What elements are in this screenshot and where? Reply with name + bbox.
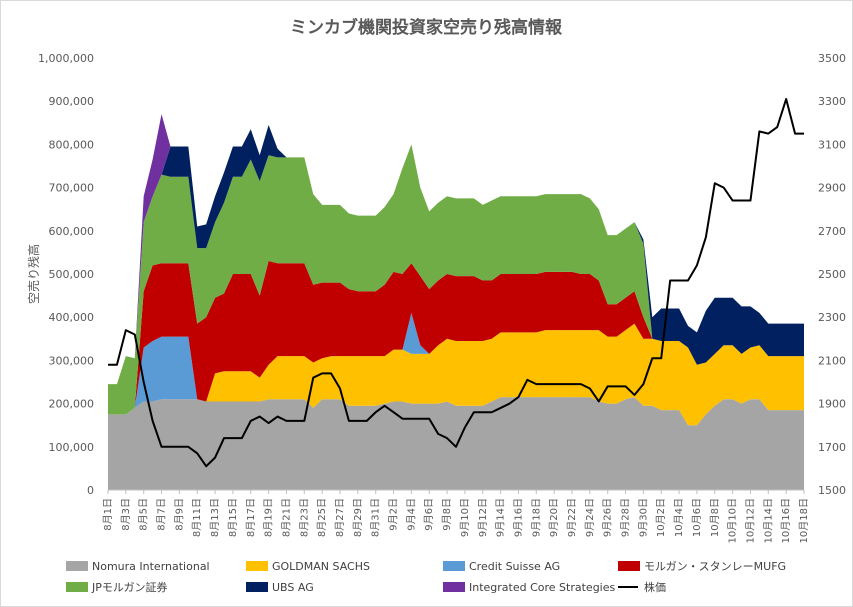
x-tick-label: 8月23日: [298, 498, 310, 537]
x-tick-label: 10月10日: [727, 498, 739, 543]
x-tick-label: 9月16日: [512, 498, 524, 537]
y2-tick-label: 1900: [818, 398, 846, 411]
y-axis-label: 空売り残高: [26, 244, 41, 304]
area-series-1: [108, 323, 804, 426]
legend-label: Nomura International: [92, 560, 210, 573]
legend-swatch: [66, 561, 88, 571]
legend-label: Integrated Core Strategies: [469, 581, 616, 594]
price-line: [108, 98, 804, 468]
x-tick-label: 10月12日: [744, 498, 756, 543]
area-series-group: [108, 114, 804, 490]
legend-label: 株価: [644, 580, 666, 594]
y-tick-label: 600,000: [49, 225, 95, 238]
legend-swatch: [246, 561, 268, 571]
y-tick-label: 700,000: [49, 182, 95, 195]
legend-swatch: [443, 561, 465, 571]
y2-tick-label: 3500: [818, 52, 846, 65]
x-tick-label: 8月31日: [370, 498, 382, 537]
legend-label: JPモルガン証券: [91, 580, 168, 594]
legend-label: Credit Suisse AG: [469, 560, 560, 573]
x-tick-label: 10月16日: [780, 498, 792, 543]
y-tick-label: 100,000: [49, 441, 95, 454]
x-tick-label: 8月7日: [156, 498, 168, 531]
y-tick-label: 200,000: [49, 398, 95, 411]
y2-tick-label: 1500: [818, 484, 846, 497]
x-tick-label: 8月17日: [245, 498, 257, 537]
x-tick-label: 8月15日: [227, 498, 239, 537]
x-tick-label: 9月24日: [584, 498, 596, 537]
y-tick-label: 900,000: [49, 95, 95, 108]
x-tick-label: 8月1日: [102, 498, 114, 531]
legend-swatch: [618, 561, 640, 571]
x-tick-label: 8月29日: [352, 498, 364, 537]
legend-label: モルガン・スタンレーMUFG: [644, 560, 786, 573]
y-tick-label: 400,000: [49, 311, 95, 324]
x-tick-label: 10月4日: [673, 498, 685, 537]
price-line-group: [108, 98, 804, 468]
legend-swatch: [443, 582, 465, 592]
x-tick-label: 8月13日: [209, 498, 221, 537]
x-tick-label: 10月6日: [691, 498, 703, 537]
x-tick-label: 10月2日: [655, 498, 667, 537]
x-tick-label: 10月14日: [762, 498, 774, 543]
x-tick-label: 8月3日: [120, 498, 132, 531]
x-tick-label: 8月9日: [173, 498, 185, 531]
x-tick-label: 10月8日: [709, 498, 721, 537]
x-tick-label: 9月4日: [405, 498, 417, 531]
x-tick-label: 9月30日: [637, 498, 649, 537]
y2-tick-label: 2700: [818, 225, 846, 238]
x-tick-label: 8月21日: [280, 498, 292, 537]
x-axis-ticks: 8月1日 8月3日 8月5日 8月7日 8月9日 8月11日 8月13日 8月15日 8月17日…: [102, 490, 810, 543]
x-tick-label: 9月18日: [530, 498, 542, 537]
y2-tick-label: 2100: [818, 354, 846, 367]
legend-label: GOLDMAN SACHS: [272, 560, 370, 573]
y2-tick-label: 2300: [818, 311, 846, 324]
legend: Nomura International GOLDMAN SACHS Credit …: [66, 560, 786, 594]
x-tick-label: 9月22日: [566, 498, 578, 537]
x-tick-label: 8月19日: [263, 498, 275, 537]
x-tick-label: 9月2日: [388, 498, 400, 531]
x-tick-label: 9月12日: [477, 498, 489, 537]
area-series-3: [108, 261, 804, 415]
y2-tick-label: 3300: [818, 95, 846, 108]
y-tick-label: 500,000: [49, 268, 95, 281]
legend-swatch: [246, 582, 268, 592]
chart-title: ミンカブ機関投資家空売り残高情報: [290, 17, 563, 38]
x-tick-label: 9月26日: [602, 498, 614, 537]
y2-tick-label: 2500: [818, 268, 846, 281]
y2-tick-label: 1700: [818, 441, 846, 454]
legend-swatch: [66, 582, 88, 592]
x-tick-label: 9月28日: [620, 498, 632, 537]
x-tick-label: 9月14日: [495, 498, 507, 537]
left-axis-ticks: 0 100,000 200,000 300,000 400,000 500,000 600,…: [38, 52, 94, 497]
x-tick-label: 8月5日: [138, 498, 150, 531]
x-tick-label: 8月25日: [316, 498, 328, 537]
x-tick-label: 9月10日: [459, 498, 471, 537]
y-tick-label: 300,000: [49, 354, 95, 367]
x-tick-label: 10月18日: [798, 498, 810, 543]
y2-tick-label: 3100: [818, 138, 846, 151]
area-series-4: [108, 144, 804, 415]
x-tick-label: 9月8日: [441, 498, 453, 531]
legend-label: UBS AG: [272, 581, 314, 594]
x-tick-label: 9月6日: [423, 498, 435, 531]
x-tick-label: 8月11日: [191, 498, 203, 537]
right-axis-ticks: 1500 1700 1900 2100 2300 2500 2700 2900 3100 3300…: [818, 52, 846, 497]
area-series-5: [108, 124, 804, 385]
x-tick-label: 8月27日: [334, 498, 346, 537]
x-tick-label: 9月20日: [548, 498, 560, 537]
y-tick-label: 1,000,000: [38, 52, 94, 65]
area-series-0: [108, 397, 804, 490]
y2-tick-label: 2900: [818, 182, 846, 195]
y-tick-label: 800,000: [49, 138, 95, 151]
y-tick-label: 0: [87, 484, 94, 497]
